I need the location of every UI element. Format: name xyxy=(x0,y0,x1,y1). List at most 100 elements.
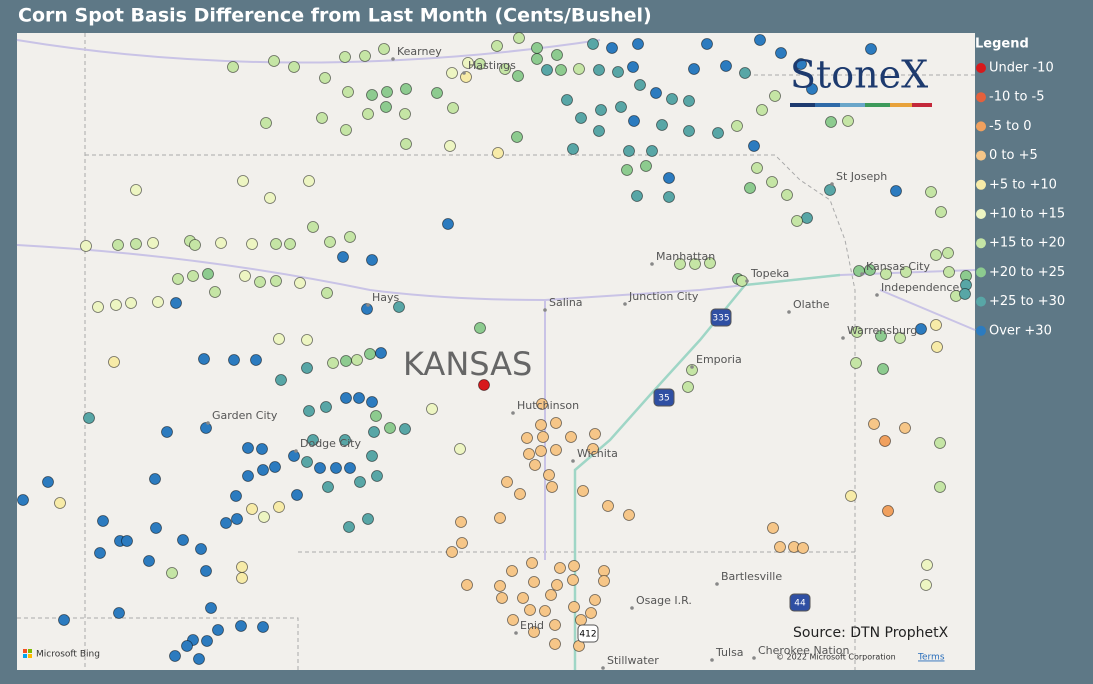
station-point xyxy=(744,182,756,194)
station-point xyxy=(446,546,458,558)
station-point xyxy=(362,513,374,525)
station-point xyxy=(256,443,268,455)
station-point xyxy=(121,535,133,547)
station-point xyxy=(650,87,662,99)
station-point xyxy=(573,63,585,75)
place-label: Dodge City xyxy=(300,437,361,450)
station-point xyxy=(400,83,412,95)
station-point xyxy=(551,49,563,61)
station-point xyxy=(250,354,262,366)
station-point xyxy=(539,605,551,617)
place-dot xyxy=(752,656,756,660)
legend-label: +25 to +30 xyxy=(989,294,1065,309)
station-point xyxy=(526,557,538,569)
station-point xyxy=(270,238,282,250)
station-point xyxy=(575,112,587,124)
station-point xyxy=(683,95,695,107)
station-point xyxy=(494,512,506,524)
station-point xyxy=(200,565,212,577)
station-point xyxy=(567,143,579,155)
station-point xyxy=(351,354,363,366)
station-point xyxy=(712,127,724,139)
legend-swatch xyxy=(976,121,986,132)
legend-swatch xyxy=(976,238,986,249)
logo: StoneX xyxy=(790,53,932,107)
place-label: Enid xyxy=(520,619,544,632)
station-point xyxy=(366,450,378,462)
station-point xyxy=(177,534,189,546)
place-dot xyxy=(710,658,714,662)
station-point xyxy=(935,206,947,218)
terms-link[interactable]: Terms xyxy=(917,653,945,663)
station-point xyxy=(656,119,668,131)
station-point xyxy=(683,125,695,137)
station-point xyxy=(549,619,561,631)
station-point xyxy=(316,112,328,124)
logo-bar xyxy=(815,103,840,107)
station-point xyxy=(900,266,912,278)
station-point xyxy=(666,93,678,105)
state-label: KANSAS xyxy=(403,345,532,383)
station-point xyxy=(890,185,902,197)
station-point xyxy=(550,417,562,429)
place-label: Hutchinson xyxy=(517,399,579,412)
legend-label: +10 to +15 xyxy=(989,207,1065,222)
station-point xyxy=(585,607,597,619)
title: Corn Spot Basis Difference from Last Mon… xyxy=(18,5,652,27)
station-point xyxy=(593,64,605,76)
place-label: Salina xyxy=(549,296,583,309)
state-borders xyxy=(17,33,975,670)
station-point xyxy=(110,299,122,311)
station-point xyxy=(242,470,254,482)
station-point xyxy=(220,517,232,529)
station-point xyxy=(246,503,258,515)
station-point xyxy=(682,381,694,393)
station-point xyxy=(112,239,124,251)
station-point xyxy=(602,500,614,512)
place-dot xyxy=(860,272,864,276)
station-point xyxy=(301,456,313,468)
source: Source: DTN ProphetX xyxy=(793,625,949,641)
station-point xyxy=(774,541,786,553)
station-point xyxy=(587,443,599,455)
station-point xyxy=(795,58,807,70)
station-point xyxy=(537,431,549,443)
station-point xyxy=(720,60,732,72)
place-dot xyxy=(601,666,605,670)
place-dot xyxy=(623,302,627,306)
place-label: Manhattan xyxy=(656,250,715,263)
station-point xyxy=(632,38,644,50)
place-label: Garden City xyxy=(212,409,278,422)
station-point xyxy=(930,319,942,331)
station-point xyxy=(496,592,508,604)
place-label: Emporia xyxy=(696,353,742,366)
place-dot xyxy=(875,293,879,297)
station-point xyxy=(125,297,137,309)
station-point xyxy=(314,462,326,474)
legend-swatch xyxy=(976,296,986,307)
station-point xyxy=(399,423,411,435)
station-point xyxy=(491,40,503,52)
legend-label: +20 to +25 xyxy=(989,265,1065,280)
station-point xyxy=(554,562,566,574)
station-point xyxy=(94,547,106,559)
legend-swatch xyxy=(976,209,986,219)
station-point xyxy=(235,620,247,632)
station-point xyxy=(344,462,356,474)
station-point xyxy=(236,561,248,573)
place-label: Junction City xyxy=(628,290,699,303)
station-point xyxy=(523,448,535,460)
logo-square xyxy=(28,649,32,653)
station-point xyxy=(166,567,178,579)
station-point xyxy=(751,162,763,174)
station-point xyxy=(577,485,589,497)
station-point xyxy=(270,275,282,287)
station-point xyxy=(375,347,387,359)
station-point xyxy=(442,218,454,230)
highway-shield xyxy=(710,308,732,327)
station-point xyxy=(339,51,351,63)
station-point xyxy=(215,237,227,249)
station-point xyxy=(370,410,382,422)
station-point xyxy=(242,442,254,454)
